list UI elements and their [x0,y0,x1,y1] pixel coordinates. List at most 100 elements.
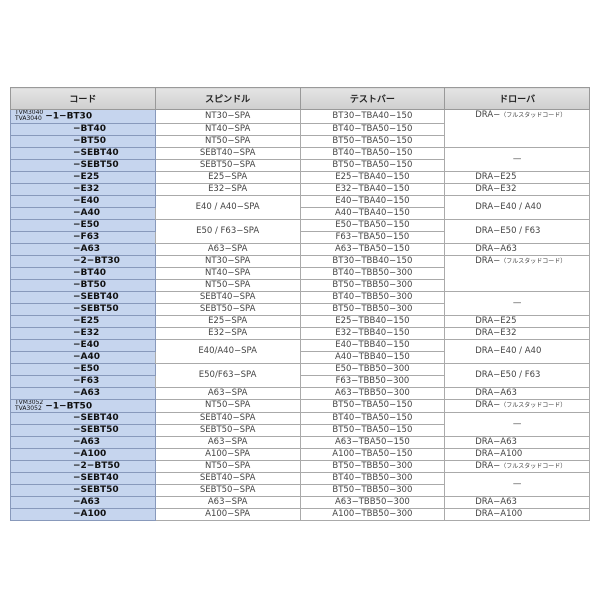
table-row: −A100 A100−SPA A100−TBB50−300 DRA−A100 [10,508,590,521]
table-row: −A63 A63−SPA A63−TBB50−300 DRA−A63 [10,496,590,509]
spindle-cell: NT50−SPA [154,460,301,473]
spindle-cell: A63−SPA [154,386,301,400]
table-row: −BT40 NT40−SPA BT40−TBA50−150 [10,122,590,136]
spindle-cell: SEBT40−SPA [154,412,301,425]
code-cell: −A63 [10,386,156,400]
testbar-cell: BT30−TBB40−150 [299,254,446,268]
code-text: −A40 [73,207,101,218]
code-text: −2−BT30 [73,255,120,266]
table-row: −E32 E32−SPA E32−TBB40−150 DRA−E32 [10,326,590,340]
code-cell: −E25 [10,314,156,328]
drawbar-text: DRA−E32 [475,327,517,338]
table-row: −A63 A63−SPA A63−TBB50−300 DRA−A63 [10,386,590,400]
drawbar-text: DRA−A100 [475,449,523,460]
spindle-cell: NT50−SPA [154,398,301,413]
spindle-cell: A63−SPA [154,496,301,509]
header-drawbar: ドローバ [444,87,590,110]
testbar-cell: BT50−TBA50−150 [299,158,446,172]
drawbar-cell: DRA−E25 [444,314,590,328]
header-testbar: テストバー [299,87,446,110]
spindle-cell: SEBT50−SPA [154,424,301,437]
code-cell: −E40 [10,194,156,208]
drawbar-text: DRA−E50 / F63 [475,225,541,236]
code-cell: −A63 [10,436,156,449]
header-spindle: スピンドル [154,87,301,110]
table-row: −BT50 NT50−SPA BT50−TBB50−300 [10,278,590,292]
code-cell: −BT50 [10,278,156,292]
code-cell: −2−BT30 [10,254,156,268]
table-row: −SEBT50 SEBT50−SPA BT50−TBA50−150 [10,424,590,437]
code-text: −SEBT40 [73,473,119,484]
testbar-cell: F63−TBA50−150 [299,230,446,244]
drawbar-text: DRA−E25 [475,315,517,326]
spindle-cell: A100−SPA [154,448,301,461]
table-row: −E50 E50/F63−SPA E50−TBB50−300 DRA−E50 / F6… [10,362,590,388]
table-row: −E40 E40/A40−SPA E40−TBB40−150 DRA−E40 / A4… [10,338,590,364]
table-row: TVM3040 TVA3040 −1−BT30 NT30−SPA BT30−TBA40−… [10,109,590,148]
drawbar-text: — [512,153,522,164]
code-text: −F63 [73,375,100,386]
testbar-cell: A63−TBA50−150 [299,242,446,256]
code-text: −SEBT50 [73,485,119,496]
testbar-cell: E50−TBB50−300 [299,362,446,376]
code-cell: −E25 [10,170,156,184]
code-cell: −BT40 [10,266,156,280]
testbar-cell: A63−TBA50−150 [299,436,446,449]
spindle-cell: A63−SPA [154,242,301,256]
code-cell: −E40 [10,338,156,352]
code-cell: −A40 [10,206,156,220]
code-text: −E50 [73,219,100,230]
code-text: −E25 [73,315,100,326]
drawbar-cell: DRA−A63 [444,436,590,449]
drawbar-note: （フルスタッドコード） [500,257,567,265]
table-row: −E32 E32−SPA E32−TBA40−150 DRA−E32 [10,182,590,196]
code-text: −A100 [73,509,107,520]
code-cell: −A100 [10,508,156,521]
spindle-cell: E32−SPA [154,326,301,340]
code-cell: −E50 [10,362,156,376]
model-prefix: TVM3052 TVA3052 [15,400,43,412]
testbar-cell: E32−TBB40−150 [299,326,446,340]
code-text: −E40 [73,195,100,206]
spindle-cell: NT50−SPA [154,278,301,292]
code-cell: −SEBT50 [10,302,156,316]
spindle-cell: SEBT50−SPA [154,158,301,172]
spindle-cell: E25−SPA [154,170,301,184]
drawbar-text: — [512,297,522,308]
drawbar-text: — [512,479,522,489]
code-cell: −A63 [10,242,156,256]
model-prefix: TVM3040 TVA3040 [15,110,43,122]
code-text: −A40 [73,351,101,362]
drawbar-cell: DRA−A63 [444,386,590,400]
model-name: TVA3040 [15,115,42,122]
drawbar-note: （フルスタッドコード） [500,401,567,409]
drawbar-cell: DRA−（フルスタッドコード） [444,109,590,148]
code-text: −SEBT50 [73,159,119,170]
spindle-cell: NT30−SPA [154,254,301,268]
code-text: −BT40 [73,123,107,134]
drawbar-cell: DRA−E40 / A40 [444,194,590,220]
table-row: −2−BT30 NT30−SPA BT30−TBB40−150 DRA−（フルスタッド… [10,254,590,292]
drawbar-cell: DRA−A100 [444,508,590,521]
testbar-cell: E40−TBA40−150 [299,194,446,208]
testbar-cell: BT50−TBB50−300 [299,484,446,497]
code-cell: −A40 [10,350,156,364]
code-cell: −SEBT40 [10,412,156,425]
testbar-cell: E50−TBA50−150 [299,218,446,232]
spindle-cell: A63−SPA [154,436,301,449]
drawbar-cell: DRA−A63 [444,242,590,256]
drawbar-cell: DRA−（フルスタッドコード） [444,460,590,473]
drawbar-cell: DRA−A100 [444,448,590,461]
testbar-cell: A100−TBB50−300 [299,508,446,521]
parts-table: コード スピンドル テストバー ドローバ TVM3040 TVA3040 −1−BT… [10,87,590,521]
testbar-cell: BT50−TBB50−300 [299,302,446,316]
drawbar-cell: — [444,472,590,497]
code-text: −E40 [73,339,100,350]
spindle-cell: NT50−SPA [154,134,301,148]
drawbar-note: （フルスタッドコード） [500,463,567,470]
code-text: −F63 [73,231,100,242]
testbar-cell: A100−TBA50−150 [299,448,446,461]
table-row: −E40 E40 / A40−SPA E40−TBA40−150 DRA−E40 / … [10,194,590,220]
code-text: −A63 [73,497,101,508]
testbar-cell: E25−TBB40−150 [299,314,446,328]
